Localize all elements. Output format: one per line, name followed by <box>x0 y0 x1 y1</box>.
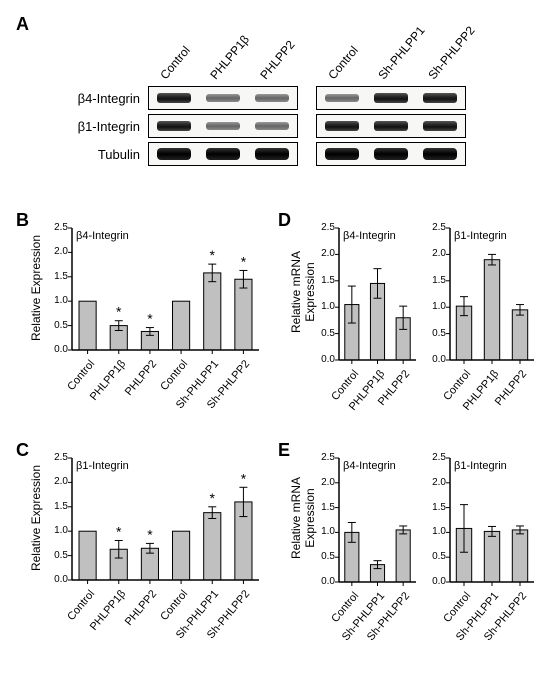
y-tick-label: 0.0 <box>315 354 335 365</box>
y-tick-label: 2.5 <box>48 452 68 463</box>
svg-text:*: * <box>147 526 153 542</box>
y-tick-label: 2.5 <box>426 452 446 463</box>
y-tick-label: 0.5 <box>315 328 335 339</box>
y-tick-label: 1.5 <box>48 271 68 282</box>
y-tick-label: 1.5 <box>315 275 335 286</box>
y-tick-label: 0.5 <box>426 551 446 562</box>
lane-labels: Control PHLPP1β PHLPP2 Control Sh-PHLPP1… <box>148 22 520 82</box>
blot-row-label: β4-Integrin <box>50 91 148 106</box>
y-tick-label: 1.0 <box>48 295 68 306</box>
blot-image <box>148 114 298 138</box>
chart-title: β1-Integrin <box>76 460 129 472</box>
lane-label: Control <box>325 43 361 82</box>
chart-title: β4-Integrin <box>343 460 396 472</box>
panel-label-c: C <box>16 440 29 461</box>
y-tick-label: 2.0 <box>315 477 335 488</box>
western-blot-panel: Control PHLPP1β PHLPP2 Control Sh-PHLPP1… <box>50 22 520 170</box>
blot-row: β1-Integrin <box>50 114 520 138</box>
y-tick-label: 1.5 <box>426 275 446 286</box>
panel-label-b: B <box>16 210 29 231</box>
lane-label: PHLPP1β <box>207 32 252 82</box>
lane-label: PHLPP2 <box>257 38 297 82</box>
y-tick-label: 2.5 <box>315 222 335 233</box>
blot-image <box>316 86 466 110</box>
y-tick-label: 0.0 <box>426 576 446 587</box>
y-axis-label: Relative mRNAExpression <box>289 456 317 580</box>
lane-label: Sh-PHLPP2 <box>425 23 477 82</box>
chart-title: β1-Integrin <box>454 230 507 242</box>
svg-text:*: * <box>116 304 122 320</box>
svg-text:*: * <box>210 247 216 263</box>
lane-label: Control <box>157 43 193 82</box>
blot-image <box>148 86 298 110</box>
y-tick-label: 1.5 <box>48 501 68 512</box>
lane-label: Sh-PHLPP1 <box>375 23 427 82</box>
chart-title: β1-Integrin <box>454 460 507 472</box>
y-tick-label: 2.0 <box>48 476 68 487</box>
chart-title: β4-Integrin <box>343 230 396 242</box>
blot-row: Tubulin <box>50 142 520 166</box>
blot-row: β4-Integrin <box>50 86 520 110</box>
lane-group-right: Control Sh-PHLPP1 Sh-PHLPP2 <box>316 22 466 82</box>
bar-chart-d-right: 0.00.51.01.52.02.5ControlPHLPP1βPHLPP2β1… <box>428 220 538 420</box>
svg-text:*: * <box>241 253 247 269</box>
bar-chart-c: ****0.00.51.01.52.02.5ControlPHLPP1βPHLP… <box>38 450 263 650</box>
svg-text:*: * <box>241 470 247 486</box>
blot-image <box>316 114 466 138</box>
y-tick-label: 2.5 <box>48 222 68 233</box>
bar-chart-e-right: 0.00.51.01.52.02.5ControlSh-PHLPP1Sh-PHL… <box>428 450 538 650</box>
y-tick-label: 1.0 <box>48 525 68 536</box>
y-tick-label: 2.0 <box>315 248 335 259</box>
y-axis-label: Relative Expression <box>29 227 43 349</box>
y-tick-label: 0.5 <box>315 551 335 562</box>
y-tick-label: 1.5 <box>426 502 446 513</box>
svg-text:*: * <box>116 523 122 539</box>
y-tick-label: 0.0 <box>315 576 335 587</box>
y-axis-label: Relative Expression <box>29 457 43 579</box>
y-tick-label: 0.0 <box>48 344 68 355</box>
y-tick-label: 1.0 <box>426 301 446 312</box>
chart-title: β4-Integrin <box>76 230 129 242</box>
blot-row-label: β1-Integrin <box>50 119 148 134</box>
svg-text:*: * <box>210 490 216 506</box>
panel-label-a: A <box>16 14 29 35</box>
y-tick-label: 0.5 <box>426 328 446 339</box>
y-tick-label: 2.5 <box>426 222 446 233</box>
lane-group-left: Control PHLPP1β PHLPP2 <box>148 22 298 82</box>
y-tick-label: 2.0 <box>426 477 446 488</box>
y-tick-label: 1.0 <box>315 301 335 312</box>
y-tick-label: 1.0 <box>315 526 335 537</box>
blot-image <box>148 142 298 166</box>
blot-image <box>316 142 466 166</box>
svg-text:*: * <box>147 311 153 327</box>
y-tick-label: 1.5 <box>315 502 335 513</box>
y-tick-label: 0.0 <box>48 574 68 585</box>
y-tick-label: 0.0 <box>426 354 446 365</box>
bar-chart-d-left: 0.00.51.01.52.02.5ControlPHLPP1βPHLPP2β4… <box>305 220 420 420</box>
y-axis-label: Relative mRNAExpression <box>289 226 317 358</box>
y-tick-label: 2.0 <box>426 248 446 259</box>
figure-root: A B C D E Control PHLPP1β PHLPP2 Control… <box>10 10 540 676</box>
y-tick-label: 2.0 <box>48 246 68 257</box>
bar-chart-b: ****0.00.51.01.52.02.5ControlPHLPP1βPHLP… <box>38 220 263 420</box>
bar-chart-e-left: 0.00.51.01.52.02.5ControlSh-PHLPP1Sh-PHL… <box>305 450 420 650</box>
y-tick-label: 2.5 <box>315 452 335 463</box>
y-tick-label: 1.0 <box>426 526 446 537</box>
blot-row-label: Tubulin <box>50 147 148 162</box>
y-tick-label: 0.5 <box>48 550 68 561</box>
y-tick-label: 0.5 <box>48 320 68 331</box>
